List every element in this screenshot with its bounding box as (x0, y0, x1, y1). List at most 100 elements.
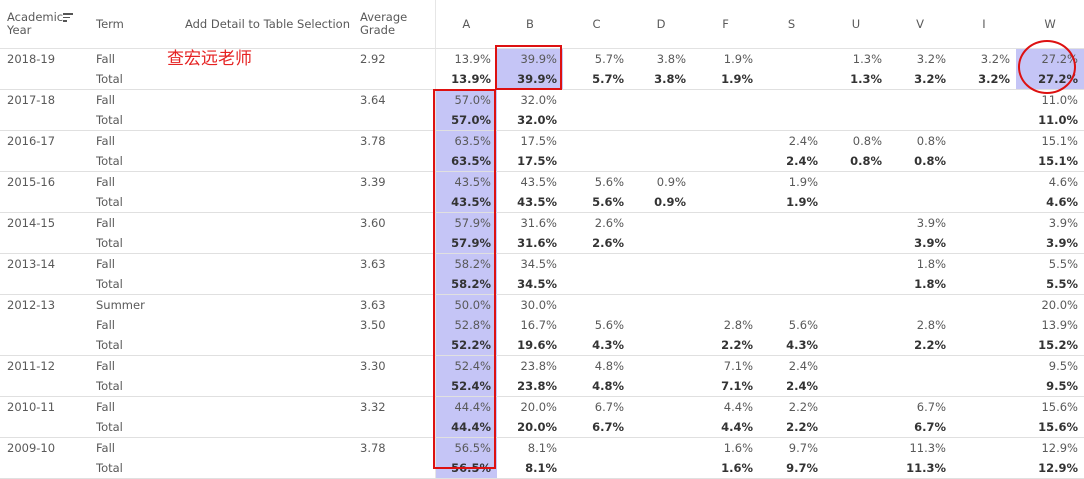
grade-f-cell[interactable] (692, 213, 759, 234)
grade-a-cell[interactable]: 52.8% (435, 315, 497, 335)
grade-v-cell[interactable]: 3.9% (888, 213, 952, 234)
table-row[interactable]: 2011-12 Fall 3.30 52.4% 23.8% 4.8% 7.1% 2.4% 9.5… (0, 356, 1084, 377)
grade-a-cell[interactable]: 44.4% (435, 397, 497, 418)
grade-u-cell[interactable] (824, 356, 888, 377)
grade-header-c[interactable]: C (563, 0, 630, 49)
grade-s-cell[interactable] (759, 254, 824, 275)
grade-i-cell[interactable] (952, 438, 1016, 459)
term-cell[interactable]: Fall (96, 356, 175, 377)
grade-w-cell[interactable]: 15.6% (1016, 397, 1084, 418)
grade-i-cell[interactable]: 3.2% (952, 49, 1016, 70)
grade-b-cell[interactable]: 8.1% (497, 458, 563, 479)
average-grade-header[interactable]: Average Grade (360, 0, 435, 49)
grade-v-cell[interactable]: 11.3% (888, 458, 952, 479)
grade-a-cell[interactable]: 57.0% (435, 90, 497, 111)
table-row-total[interactable]: Total 13.9% 39.9% 5.7% 3.8% 1.9% 1.3% 3.2% 3.2% 2… (0, 69, 1084, 90)
academic-year-cell[interactable] (0, 417, 96, 438)
grade-s-cell[interactable]: 9.7% (759, 438, 824, 459)
grade-s-cell[interactable] (759, 274, 824, 295)
grade-v-cell[interactable]: 1.8% (888, 254, 952, 275)
grade-f-cell[interactable]: 1.6% (692, 458, 759, 479)
grade-header-d[interactable]: D (630, 0, 692, 49)
term-cell[interactable]: Fall (96, 131, 175, 152)
term-cell[interactable]: Fall (96, 213, 175, 234)
sort-icon[interactable] (63, 13, 73, 22)
grade-c-cell[interactable]: 2.6% (563, 213, 630, 234)
grade-v-cell[interactable]: 0.8% (888, 131, 952, 152)
academic-year-header[interactable]: Academic Year (0, 0, 96, 49)
grade-d-cell[interactable] (630, 438, 692, 459)
grade-f-cell[interactable]: 4.4% (692, 397, 759, 418)
grade-b-cell[interactable]: 31.6% (497, 213, 563, 234)
academic-year-cell[interactable]: 2016-17 (0, 131, 96, 152)
term-cell[interactable]: Fall (96, 254, 175, 275)
grade-header-b[interactable]: B (497, 0, 563, 49)
grade-b-cell[interactable]: 32.0% (497, 90, 563, 111)
grade-a-cell[interactable]: 57.0% (435, 110, 497, 131)
grade-a-cell[interactable]: 63.5% (435, 151, 497, 172)
grade-v-cell[interactable] (888, 295, 952, 316)
term-cell[interactable]: Total (96, 151, 175, 172)
grade-w-cell[interactable]: 9.5% (1016, 356, 1084, 377)
grade-i-cell[interactable] (952, 356, 1016, 377)
grade-s-cell[interactable]: 2.2% (759, 417, 824, 438)
grade-b-cell[interactable]: 32.0% (497, 110, 563, 131)
grade-b-cell[interactable]: 39.9% (497, 49, 563, 70)
grade-i-cell[interactable] (952, 151, 1016, 172)
grade-f-cell[interactable] (692, 110, 759, 131)
grade-c-cell[interactable] (563, 274, 630, 295)
grade-d-cell[interactable] (630, 397, 692, 418)
academic-year-cell[interactable] (0, 69, 96, 90)
grade-u-cell[interactable] (824, 213, 888, 234)
grade-s-cell[interactable] (759, 233, 824, 254)
academic-year-cell[interactable]: 2018-19 (0, 49, 96, 70)
grade-b-cell[interactable]: 43.5% (497, 192, 563, 213)
grade-c-cell[interactable]: 6.7% (563, 397, 630, 418)
grade-w-cell[interactable]: 12.9% (1016, 458, 1084, 479)
grade-a-cell[interactable]: 43.5% (435, 172, 497, 193)
grade-d-cell[interactable] (630, 274, 692, 295)
grade-header-f[interactable]: F (692, 0, 759, 49)
grade-d-cell[interactable] (630, 335, 692, 356)
grade-u-cell[interactable] (824, 233, 888, 254)
term-cell[interactable]: Total (96, 274, 175, 295)
grade-w-cell[interactable]: 11.0% (1016, 110, 1084, 131)
academic-year-cell[interactable] (0, 335, 96, 356)
grade-s-cell[interactable] (759, 49, 824, 70)
table-row[interactable]: 2015-16 Fall 3.39 43.5% 43.5% 5.6% 0.9% 1.9% 4.6… (0, 172, 1084, 193)
add-detail-header[interactable]: Add Detail to Table Selection (175, 0, 360, 49)
table-row[interactable]: 2013-14 Fall 3.63 58.2% 34.5% 1.8% 5.5% (0, 254, 1084, 275)
grade-w-cell[interactable]: 12.9% (1016, 438, 1084, 459)
grade-u-cell[interactable] (824, 397, 888, 418)
grade-c-cell[interactable] (563, 151, 630, 172)
grade-i-cell[interactable] (952, 274, 1016, 295)
grade-f-cell[interactable]: 7.1% (692, 376, 759, 397)
grade-b-cell[interactable]: 34.5% (497, 274, 563, 295)
grade-v-cell[interactable] (888, 376, 952, 397)
grade-c-cell[interactable] (563, 254, 630, 275)
grade-d-cell[interactable] (630, 458, 692, 479)
grade-u-cell[interactable] (824, 315, 888, 335)
term-cell[interactable]: Total (96, 110, 175, 131)
grade-c-cell[interactable] (563, 90, 630, 111)
table-row-total[interactable]: Total 52.4% 23.8% 4.8% 7.1% 2.4% 9.5% (0, 376, 1084, 397)
grade-d-cell[interactable] (630, 151, 692, 172)
grade-d-cell[interactable] (630, 315, 692, 335)
grade-w-cell[interactable]: 27.2% (1016, 69, 1084, 90)
grade-v-cell[interactable]: 11.3% (888, 438, 952, 459)
grade-b-cell[interactable]: 16.7% (497, 315, 563, 335)
grade-i-cell[interactable] (952, 213, 1016, 234)
table-row-total[interactable]: Total 63.5% 17.5% 2.4% 0.8% 0.8% 15.1% (0, 151, 1084, 172)
term-cell[interactable]: Fall (96, 49, 175, 70)
grade-b-cell[interactable]: 43.5% (497, 172, 563, 193)
grade-i-cell[interactable] (952, 335, 1016, 356)
grade-c-cell[interactable]: 2.6% (563, 233, 630, 254)
grade-i-cell[interactable] (952, 315, 1016, 335)
grade-b-cell[interactable]: 8.1% (497, 438, 563, 459)
academic-year-cell[interactable] (0, 458, 96, 479)
grade-d-cell[interactable]: 0.9% (630, 172, 692, 193)
grade-header-s[interactable]: S (759, 0, 824, 49)
term-cell[interactable]: Fall (96, 438, 175, 459)
grade-a-cell[interactable]: 52.2% (435, 335, 497, 356)
grade-d-cell[interactable] (630, 233, 692, 254)
